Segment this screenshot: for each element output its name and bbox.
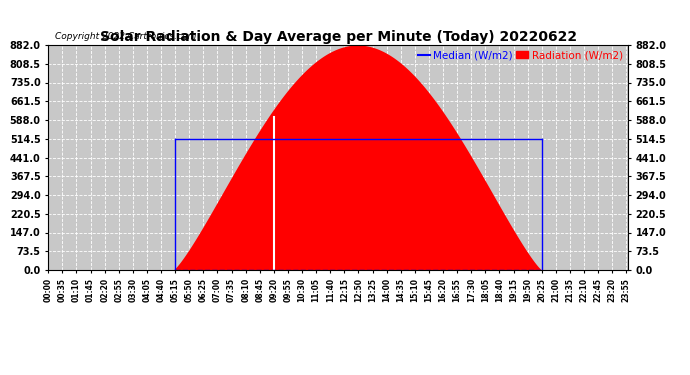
Legend: Median (W/m2), Radiation (W/m2): Median (W/m2), Radiation (W/m2): [417, 50, 622, 60]
Title: Solar Radiation & Day Average per Minute (Today) 20220622: Solar Radiation & Day Average per Minute…: [99, 30, 577, 44]
Text: Copyright 2022 Cartronics.com: Copyright 2022 Cartronics.com: [55, 32, 197, 41]
